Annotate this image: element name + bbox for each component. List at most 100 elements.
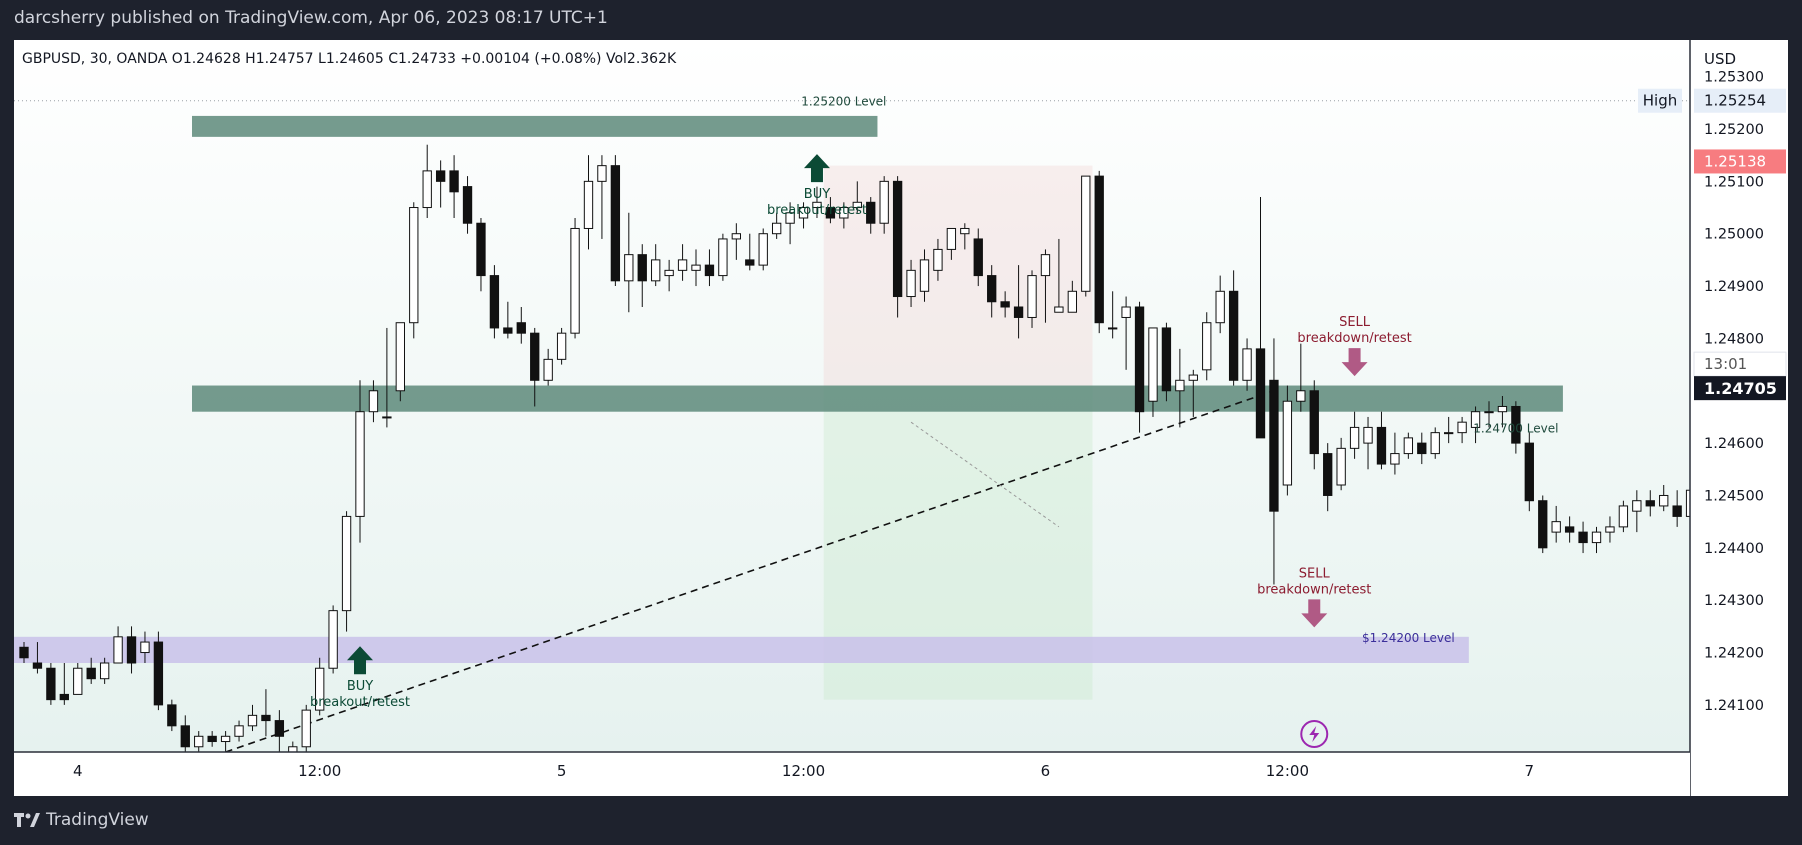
candle-body-up xyxy=(301,709,311,748)
candle-body-down xyxy=(126,636,137,664)
support-zone-124200 xyxy=(14,636,1469,663)
candle-body-up xyxy=(1148,327,1158,402)
candle-body-up xyxy=(771,222,782,235)
resistance-zone-125200 xyxy=(192,115,878,137)
candle xyxy=(435,160,446,208)
candle xyxy=(1363,416,1373,470)
candle-body-up xyxy=(785,212,795,224)
candle-body-up xyxy=(1484,411,1494,414)
candle-body-up xyxy=(1040,254,1051,277)
candle-body-up xyxy=(852,201,862,209)
candle-body-down xyxy=(1645,500,1655,507)
chart-panel[interactable]: 1.25200 Level 1.24700 Level $1.24200 Level… xyxy=(14,40,1788,796)
candle-body-down xyxy=(987,275,997,303)
candle xyxy=(220,731,231,752)
y-tick-label: 1.24200 xyxy=(1704,646,1764,662)
candle xyxy=(1457,416,1467,444)
candle-body-down xyxy=(1538,500,1548,549)
candle xyxy=(1148,327,1158,417)
candle-body-down xyxy=(1564,526,1575,533)
red-value-bg xyxy=(1694,149,1786,174)
candle xyxy=(315,657,325,716)
tradingview-logo[interactable]: TradingView xyxy=(14,810,149,830)
candle xyxy=(180,715,190,752)
candle xyxy=(1107,291,1118,339)
legend-text: GBPUSD, 30, OANDA O1.24628 H1.24757 L1.2… xyxy=(22,51,677,67)
candle-body-up xyxy=(409,207,419,324)
candle xyxy=(328,605,338,674)
candle xyxy=(839,202,849,229)
candle xyxy=(167,699,177,732)
candle-body-up xyxy=(315,667,325,711)
candle xyxy=(771,212,782,239)
price-label-high: High 1.25254 xyxy=(1638,88,1786,113)
candle xyxy=(1538,495,1548,554)
candle-body-up xyxy=(718,238,728,277)
candle-body-up xyxy=(220,735,231,743)
y-tick-label: 1.25300 xyxy=(1704,70,1764,86)
candle xyxy=(368,380,379,423)
candle-body-down xyxy=(274,720,285,737)
y-tick-label: 1.24600 xyxy=(1704,436,1764,452)
candle-body-down xyxy=(1161,327,1172,392)
candle xyxy=(1175,348,1185,428)
ohlc-legend: GBPUSD, 30, OANDA O1.24628 H1.24757 L1.2… xyxy=(22,51,677,67)
candle-body-up xyxy=(570,227,580,334)
candle-body-up xyxy=(422,170,432,209)
candle xyxy=(476,218,486,292)
annotation-title: SELL xyxy=(1339,315,1371,330)
candle xyxy=(745,233,755,271)
candle-body-up xyxy=(1390,453,1400,465)
candle xyxy=(1444,416,1454,444)
candle xyxy=(1349,411,1360,459)
candle xyxy=(879,176,889,234)
chart-svg[interactable]: 1.25200 Level 1.24700 Level $1.24200 Level… xyxy=(14,40,1788,796)
time-axis-bg xyxy=(14,752,1690,796)
candle xyxy=(651,244,661,287)
candle-body-down xyxy=(1013,306,1024,318)
y-tick-label: 1.24300 xyxy=(1704,593,1764,609)
candle-body-up xyxy=(1081,175,1091,292)
candle xyxy=(1027,270,1037,328)
candle-body-down xyxy=(1417,442,1427,455)
candle xyxy=(409,202,419,339)
x-tick-label: 12:00 xyxy=(298,762,341,780)
candle xyxy=(1497,396,1508,428)
candle xyxy=(1081,175,1091,297)
annotation-title: BUY xyxy=(347,679,373,694)
y-tick-label: 1.25100 xyxy=(1704,174,1764,190)
down-arrow-icon xyxy=(1301,599,1328,628)
candle xyxy=(86,657,96,684)
candle xyxy=(704,249,715,287)
high-value-bg xyxy=(1694,88,1786,113)
candle-body-up xyxy=(341,515,352,612)
candle-body-up xyxy=(1430,432,1440,455)
candle-body-up xyxy=(1242,348,1252,381)
candle xyxy=(1578,521,1588,554)
candle xyxy=(624,212,634,313)
candle-body-up xyxy=(556,332,567,360)
up-arrow-icon xyxy=(347,646,374,675)
candle-body-down xyxy=(167,704,177,727)
candle-body-down xyxy=(973,238,983,277)
candle-body-up xyxy=(758,233,768,266)
candle-body-up xyxy=(1444,432,1454,435)
candle xyxy=(1618,500,1629,533)
candle xyxy=(1430,427,1440,459)
candle xyxy=(933,238,943,281)
candle-body-up xyxy=(1107,327,1118,330)
candle-body-down xyxy=(180,725,190,748)
candle xyxy=(489,265,500,339)
candle xyxy=(1067,280,1078,313)
candle xyxy=(543,348,553,386)
candle-body-up xyxy=(1591,531,1602,544)
candle xyxy=(812,186,822,218)
candle-body-up xyxy=(543,358,553,381)
candle xyxy=(274,710,285,752)
candle-body-down xyxy=(892,180,903,298)
candle-body-up xyxy=(1618,505,1629,528)
candle-body-up xyxy=(597,165,607,182)
